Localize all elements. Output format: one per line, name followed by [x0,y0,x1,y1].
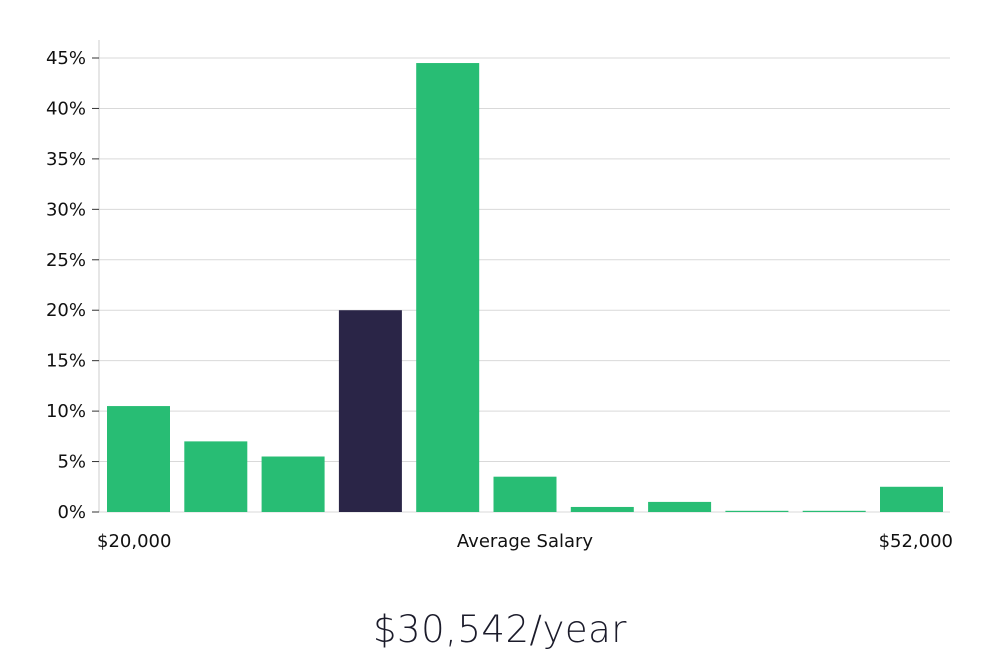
bar [880,486,943,512]
bar [802,510,866,512]
y-tick-label: 5% [57,452,86,473]
bar [493,476,557,512]
bar [261,456,325,512]
y-tick-label: 45% [46,48,86,69]
y-tick-label: 20% [46,300,86,321]
bar [648,501,712,512]
salary-histogram: 0% 5% 10% 15% 20% 25% 30% 35% 40% 45% $20,000 Ave… [46,40,953,552]
y-tick-label: 40% [46,98,86,119]
y-tick-label: 25% [46,250,86,271]
x-label-center: Average Salary [457,531,594,552]
bar [416,63,480,513]
y-tick-label: 35% [46,149,86,170]
bar [107,406,170,512]
y-axis-ticks: 0% 5% 10% 15% 20% 25% 30% 35% 40% 45% [46,48,99,523]
x-label-min: $20,000 [97,531,171,552]
bar [725,510,789,512]
bar-highlighted [338,310,402,512]
y-tick-label: 30% [46,199,86,220]
y-tick-label: 10% [46,401,86,422]
bar [184,441,248,512]
bars [107,63,943,513]
x-label-max: $52,000 [879,531,953,552]
y-tick-label: 15% [46,351,86,372]
bar [570,506,634,512]
average-salary-value: $30,542/year [372,608,627,651]
y-tick-label: 0% [57,502,86,523]
